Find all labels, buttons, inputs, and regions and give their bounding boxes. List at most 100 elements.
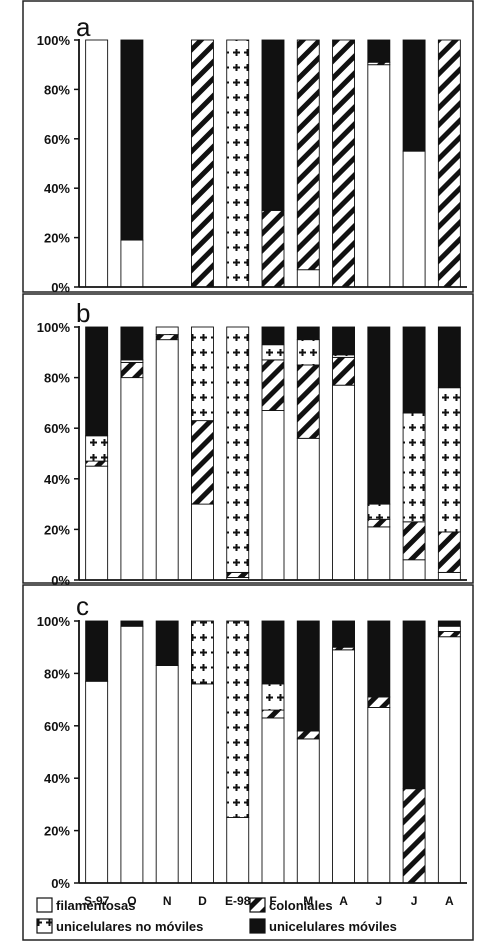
bar-segment-coloniales bbox=[402, 521, 426, 561]
x-tick-label: O bbox=[127, 894, 136, 908]
x-tick-label: N bbox=[163, 894, 172, 908]
bar-segment-unicelulares-no-moviles bbox=[226, 326, 250, 573]
x-tick-label: S-97 bbox=[84, 894, 110, 908]
panel-label: a bbox=[76, 12, 91, 42]
bar-segment-coloniales bbox=[85, 460, 109, 467]
bar-segment-coloniales bbox=[367, 518, 391, 528]
bar-segment-coloniales bbox=[402, 788, 426, 884]
y-tick-label: 40% bbox=[44, 771, 70, 786]
bar-segment-filamentosas bbox=[120, 377, 144, 581]
bar-segment-filamentosas bbox=[437, 636, 461, 884]
bar-segment-filamentosas bbox=[85, 465, 109, 581]
bar-segment-filamentosas bbox=[367, 64, 391, 288]
bar-segment-coloniales bbox=[261, 209, 285, 288]
bar-segment-coloniales bbox=[296, 730, 320, 740]
panel-b: b0%20%40%60%80%100% bbox=[22, 293, 474, 588]
bar-segment-unicelulares-moviles bbox=[332, 326, 355, 356]
bar-segment-coloniales bbox=[332, 39, 355, 288]
x-tick-label: E-98 bbox=[225, 894, 251, 908]
y-tick-label: 100% bbox=[37, 320, 71, 335]
bar-segment-unicelulares-moviles bbox=[402, 326, 426, 414]
bar-segment-unicelulares-moviles bbox=[367, 326, 391, 505]
bar-segment-coloniales bbox=[261, 709, 285, 719]
bar-segment-unicelulares-moviles bbox=[85, 326, 109, 437]
y-tick-label: 80% bbox=[44, 371, 70, 386]
bar-segment-unicelulares-moviles bbox=[155, 620, 179, 666]
x-tick-label: A bbox=[445, 894, 454, 908]
y-tick-label: 20% bbox=[44, 824, 70, 839]
panel-a: a 0% 20% 40% 60% 80% 100% bbox=[22, 0, 474, 295]
bar-segment-filamentosas bbox=[332, 649, 355, 884]
bar-segment-unicelulares-no-moviles bbox=[155, 326, 179, 336]
bar-segment-unicelulares-moviles bbox=[332, 620, 355, 648]
bar-segment-filamentosas bbox=[226, 817, 250, 884]
bar-segment-unicelulares-no-moviles bbox=[437, 625, 461, 632]
bar-segment-coloniales bbox=[437, 531, 461, 573]
bar-segment-unicelulares-moviles bbox=[296, 326, 320, 341]
x-tick-label: D bbox=[198, 894, 207, 908]
bar-segment-unicelulares-moviles bbox=[367, 39, 391, 63]
panel-c: c 0% 20% 40% 60% 80% 100% S-97 O N D E-98 F M A J J A bbox=[22, 584, 474, 941]
bar-segment-coloniales bbox=[437, 631, 461, 638]
bar-segment-unicelulares-no-moviles bbox=[437, 387, 461, 533]
bar-segment-coloniales bbox=[367, 696, 391, 708]
bar-segment-filamentosas bbox=[332, 384, 355, 581]
legend-swatch-coloniales bbox=[249, 897, 266, 913]
bar-segment-unicelulares-moviles bbox=[85, 620, 109, 682]
y-tick-label: 20% bbox=[44, 231, 70, 246]
bar-segment-unicelulares-no-moviles bbox=[402, 412, 426, 523]
bar-segment-filamentosas bbox=[296, 269, 320, 288]
panel-label: b bbox=[76, 298, 90, 328]
x-tick-label: A bbox=[339, 894, 348, 908]
bar-segment-unicelulares-no-moviles bbox=[296, 339, 320, 366]
bar-segment-unicelulares-moviles bbox=[402, 620, 426, 790]
x-tick-label: M bbox=[303, 894, 313, 908]
y-tick-label: 60% bbox=[44, 421, 70, 436]
legend-label-filamentosas: filamentosas bbox=[56, 898, 135, 913]
y-tick-label: 100% bbox=[37, 614, 71, 629]
bar-segment-filamentosas bbox=[155, 665, 179, 884]
bar-segment-unicelulares-no-moviles bbox=[261, 344, 285, 361]
y-tick-label: 40% bbox=[44, 472, 70, 487]
bar-segment-unicelulares-moviles bbox=[437, 620, 461, 627]
bar-segment-coloniales bbox=[296, 39, 320, 271]
panel-label: c bbox=[76, 591, 89, 621]
legend-label-unicelulares-moviles: unicelulares móviles bbox=[269, 919, 397, 934]
bar-segment-unicelulares-moviles bbox=[367, 620, 391, 698]
bar-segment-coloniales bbox=[120, 361, 144, 379]
bar-segment-unicelulares-moviles bbox=[120, 326, 144, 361]
bar-segment-coloniales bbox=[191, 420, 214, 505]
legend-swatch-unicelulares-moviles bbox=[249, 918, 266, 934]
bar-segment-unicelulares-moviles bbox=[120, 620, 144, 627]
bar-segment-coloniales bbox=[261, 359, 285, 411]
y-tick-label: 60% bbox=[44, 719, 70, 734]
y-tick-label: 0% bbox=[51, 876, 70, 891]
bar-segment-filamentosas bbox=[296, 437, 320, 581]
bar-segment-unicelulares-moviles bbox=[296, 620, 320, 732]
bar-segment-unicelulares-no-moviles bbox=[85, 435, 109, 462]
bar-segment-unicelulares-moviles bbox=[261, 620, 285, 685]
bar-segment-filamentosas bbox=[402, 559, 426, 581]
bar-segment-filamentosas bbox=[437, 571, 461, 581]
x-tick-label: J bbox=[375, 894, 382, 908]
bar-segment-unicelulares-moviles bbox=[120, 39, 144, 241]
bar-segment-unicelulares-no-moviles bbox=[226, 39, 250, 288]
bar-segment-unicelulares-no-moviles bbox=[367, 503, 391, 520]
legend: filamentosas coloniales unicelulares no mó… bbox=[36, 897, 397, 934]
bar-segment-coloniales bbox=[296, 364, 320, 439]
legend-swatch-unicelulares-no-moviles bbox=[36, 918, 53, 934]
y-tick-label: 80% bbox=[44, 82, 70, 97]
x-tick-label: F bbox=[269, 894, 276, 908]
bar-segment-filamentosas bbox=[367, 526, 391, 581]
bar-segment-unicelulares-no-moviles bbox=[191, 326, 214, 422]
bar-segment-unicelulares-moviles bbox=[437, 326, 461, 389]
bar-segment-filamentosas bbox=[296, 738, 320, 884]
bar-segment-unicelulares-no-moviles bbox=[191, 620, 214, 685]
legend-label-coloniales: coloniales bbox=[269, 898, 333, 913]
bar-segment-filamentosas bbox=[85, 39, 109, 288]
bar-segment-unicelulares-moviles bbox=[261, 326, 285, 346]
y-tick-label: 60% bbox=[44, 132, 70, 147]
bar-segment-filamentosas bbox=[120, 239, 144, 288]
panel-frame bbox=[22, 0, 474, 293]
